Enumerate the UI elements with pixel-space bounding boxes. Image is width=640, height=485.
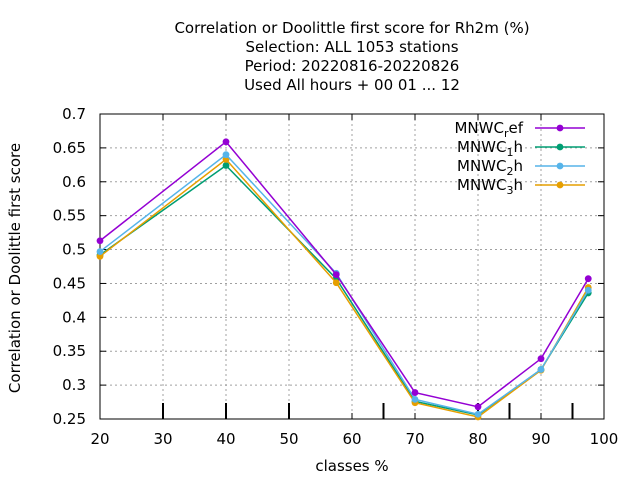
y-tick-label: 0.65	[53, 139, 86, 157]
data-point	[222, 162, 230, 169]
legend-swatch-marker	[556, 181, 564, 189]
data-point	[474, 403, 482, 411]
legend-label-main: MNWC	[457, 138, 506, 156]
y-tick-label: 0.6	[62, 173, 86, 191]
title-line: Period: 20220816-20220826	[245, 57, 460, 75]
x-tick-label: 20	[90, 430, 109, 448]
legend-label-sub: 2	[506, 165, 513, 178]
x-tick-label: 100	[590, 430, 619, 448]
x-tick-label: 80	[468, 430, 487, 448]
legend-label-main: MNWC	[457, 176, 506, 194]
data-point	[96, 248, 104, 255]
data-point	[222, 138, 230, 146]
data-point	[222, 156, 230, 163]
legend-label-main: MNWC	[457, 157, 506, 175]
y-tick-label: 0.55	[53, 207, 86, 225]
y-tick-label: 0.5	[62, 241, 86, 259]
legend-label-sub: 1	[506, 146, 513, 159]
legend-label-tail: h	[513, 176, 523, 194]
chart-title: Correlation or Doolittle first score for…	[174, 19, 529, 94]
title-line: Selection: ALL 1053 stations	[245, 38, 458, 56]
y-tick-label: 0.7	[62, 105, 86, 123]
data-point	[411, 389, 419, 396]
y-tick-label: 0.4	[62, 308, 86, 326]
data-point	[474, 410, 482, 418]
legend-swatch-marker	[556, 143, 564, 151]
x-tick-label: 90	[531, 430, 550, 448]
legend-label-tail: h	[513, 157, 523, 175]
data-point	[96, 252, 104, 260]
legend-label-sub: r	[504, 127, 509, 140]
data-point	[332, 279, 340, 287]
data-point	[537, 355, 545, 363]
legend-label-main: MNWC	[454, 119, 503, 137]
data-point	[411, 395, 419, 403]
legend-label: MNWCref	[454, 119, 523, 140]
legend-label: MNWC2h	[457, 157, 523, 178]
y-axis-label: Correlation or Doolittle first score	[6, 143, 24, 393]
y-tick-label: 0.25	[53, 410, 86, 428]
y-tick-label: 0.35	[53, 342, 86, 360]
data-point	[537, 366, 545, 373]
data-point	[584, 275, 592, 283]
legend-label: MNWC3h	[457, 176, 523, 197]
data-point	[332, 271, 340, 279]
legend-label-tail: ef	[508, 119, 523, 137]
data-point	[96, 237, 104, 245]
grid-lines: 20 30 40 50 60 70 80 90 100 0.25 0.3 0.35 0.4 0.45 0.5…	[53, 105, 619, 448]
legend-swatch-marker	[556, 162, 564, 170]
legend-label: MNWC1h	[457, 138, 523, 159]
y-tick-label: 0.45	[53, 274, 86, 292]
x-tick-label: 40	[216, 430, 235, 448]
series-line	[99, 164, 589, 416]
title-line: Correlation or Doolittle first score for…	[174, 19, 529, 37]
series-lines	[96, 138, 592, 421]
legend-label-tail: h	[513, 138, 523, 156]
data-point	[584, 286, 592, 294]
x-tick-label: 30	[153, 430, 172, 448]
x-axis-label: classes %	[315, 457, 388, 475]
x-tick-label: 50	[279, 430, 298, 448]
data-point	[222, 151, 230, 159]
legend-swatch-marker	[556, 124, 564, 132]
y-tick-label: 0.3	[62, 376, 86, 394]
class-markers	[162, 403, 574, 419]
legend-label-sub: 3	[506, 184, 513, 197]
x-tick-label: 70	[405, 430, 424, 448]
title-line: Used All hours + 00 01 ... 12	[244, 76, 460, 94]
x-tick-label: 60	[342, 430, 361, 448]
